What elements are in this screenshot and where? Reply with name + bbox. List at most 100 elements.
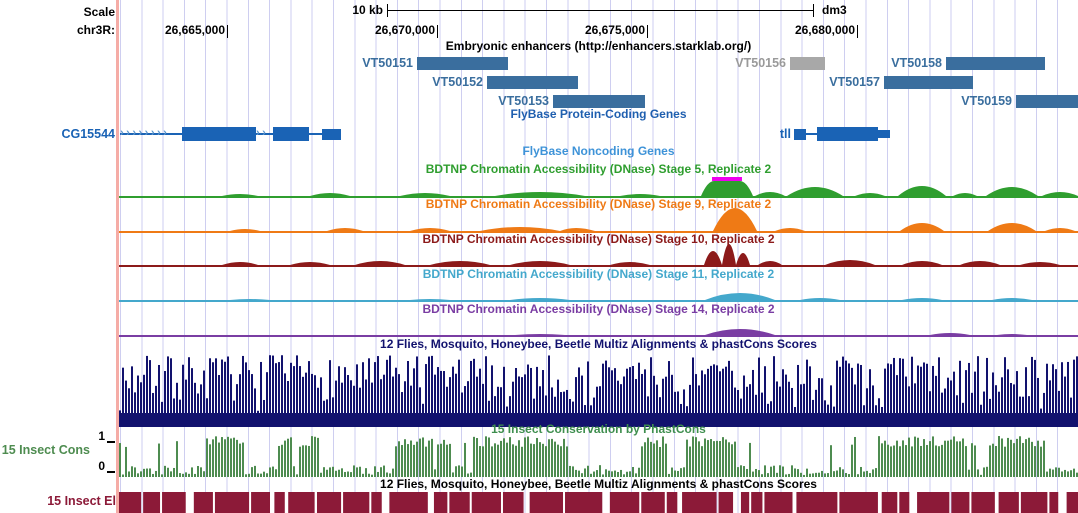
accessibility-signal-track[interactable] xyxy=(119,293,1078,302)
conserved-element-block[interactable] xyxy=(1020,492,1048,513)
gene-exon-block[interactable] xyxy=(273,127,309,141)
track-title-insect-conservation[interactable]: 15 Insect Conservation by PhastCons xyxy=(491,422,706,436)
gene-exon-block[interactable] xyxy=(182,127,256,141)
multiz-histogram-bar xyxy=(854,384,856,413)
conserved-element-block[interactable] xyxy=(162,492,186,513)
conserved-element-block[interactable] xyxy=(682,492,717,513)
track-title-accessibility-stage[interactable]: BDTNP Chromatin Accessibility (DNase) St… xyxy=(425,197,772,211)
conservation-histogram-bar xyxy=(1073,468,1075,477)
multiz-histogram-bar xyxy=(299,366,301,413)
track-title-multiz-alignments[interactable]: 12 Flies, Mosquito, Honeybee, Beetle Mul… xyxy=(380,337,817,351)
multiz-histogram-bar xyxy=(461,392,463,413)
conservation-histogram-bar xyxy=(461,466,463,477)
gene-exon-block[interactable] xyxy=(817,127,878,141)
conserved-element-block[interactable] xyxy=(998,492,1019,513)
conservation-histogram-bar xyxy=(143,468,145,477)
conserved-element-block[interactable] xyxy=(449,492,470,513)
conserved-element-block[interactable] xyxy=(193,492,213,513)
gene-intron-line[interactable] xyxy=(806,133,817,135)
enhancer-item-block[interactable] xyxy=(487,76,578,89)
conserved-element-block[interactable] xyxy=(751,492,763,513)
conserved-element-block[interactable] xyxy=(740,492,750,513)
conservation-histogram-bar xyxy=(614,470,616,477)
conserved-element-block[interactable] xyxy=(502,492,524,513)
multiz-histogram-bar xyxy=(326,399,328,413)
enhancer-item-block[interactable] xyxy=(553,95,645,108)
track-title-accessibility-stage[interactable]: BDTNP Chromatin Accessibility (DNase) St… xyxy=(422,267,775,281)
track-title-multiz-alignments-2[interactable]: 12 Flies, Mosquito, Honeybee, Beetle Mul… xyxy=(380,477,817,491)
conserved-element-block[interactable] xyxy=(718,492,734,513)
conserved-element-block[interactable] xyxy=(433,492,448,513)
conserved-element-block[interactable] xyxy=(839,492,878,513)
conserved-element-block[interactable] xyxy=(971,492,995,513)
conserved-element-block[interactable] xyxy=(471,492,501,513)
ruler-coordinate-tick xyxy=(647,25,648,38)
conserved-element-block[interactable] xyxy=(917,492,950,513)
enhancer-item-block[interactable] xyxy=(884,76,973,89)
insect-conservation-histogram[interactable] xyxy=(119,436,1078,477)
conserved-element-block[interactable] xyxy=(119,492,142,513)
conservation-histogram-bar xyxy=(959,441,961,477)
conserved-elements-row[interactable] xyxy=(119,492,1078,513)
insect-cons-track-label[interactable]: 15 Insect Cons xyxy=(1,443,90,457)
conserved-element-block[interactable] xyxy=(881,492,898,513)
conserved-element-block[interactable] xyxy=(343,492,370,513)
enhancer-item-block[interactable] xyxy=(946,57,1045,70)
gene-utr-block[interactable] xyxy=(878,130,890,138)
accessibility-signal-track[interactable] xyxy=(119,244,1078,267)
conserved-element-block[interactable] xyxy=(143,492,161,513)
conservation-histogram-bar xyxy=(695,437,697,477)
conserved-element-block[interactable] xyxy=(214,492,250,513)
conserved-element-block[interactable] xyxy=(796,492,838,513)
multiz-histogram-bar xyxy=(719,371,721,413)
conservation-histogram-bar xyxy=(179,473,181,477)
multiz-histogram-bar xyxy=(368,358,370,413)
conserved-element-block[interactable] xyxy=(288,492,315,513)
track-title-flybase-noncoding[interactable]: FlyBase Noncoding Genes xyxy=(522,144,675,158)
conservation-histogram-bar xyxy=(305,445,307,477)
accessibility-signal-track[interactable] xyxy=(119,208,1078,233)
track-title-accessibility-stage[interactable]: BDTNP Chromatin Accessibility (DNase) St… xyxy=(422,232,775,246)
gene-intron-line[interactable] xyxy=(256,133,273,135)
conserved-element-block[interactable] xyxy=(1066,492,1078,513)
track-title-accessibility-stage[interactable]: BDTNP Chromatin Accessibility (DNase) St… xyxy=(425,162,772,176)
gene-utr-block[interactable] xyxy=(794,129,806,140)
multiz-histogram-bar xyxy=(1025,367,1027,413)
gene-intron-line[interactable] xyxy=(309,133,322,135)
conserved-element-block[interactable] xyxy=(1049,492,1059,513)
track-title-flybase-protein-coding[interactable]: FlyBase Protein-Coding Genes xyxy=(510,107,687,121)
conserved-element-block[interactable] xyxy=(764,492,793,513)
multiz-histogram-bar xyxy=(452,366,454,413)
conserved-element-block[interactable] xyxy=(529,492,564,513)
conservation-histogram-bar xyxy=(956,441,958,477)
gene-intron-line[interactable] xyxy=(120,133,182,135)
conserved-element-block[interactable] xyxy=(274,492,285,513)
multiz-histogram-bar xyxy=(395,367,397,413)
enhancer-item-block[interactable] xyxy=(790,57,825,70)
track-title-accessibility-stage[interactable]: BDTNP Chromatin Accessibility (DNase) St… xyxy=(422,302,775,316)
gene-utr-block[interactable] xyxy=(322,129,341,140)
conserved-element-block[interactable] xyxy=(666,492,678,513)
conservation-histogram-bar xyxy=(431,438,433,477)
track-title-embryonic-enhancers[interactable]: Embryonic enhancers (http://enhancers.st… xyxy=(445,39,752,53)
conserved-element-block[interactable] xyxy=(609,492,640,513)
conservation-histogram-bar xyxy=(749,442,751,477)
enhancer-item-block[interactable] xyxy=(1016,95,1078,108)
conserved-element-block[interactable] xyxy=(641,492,665,513)
accessibility-signal-track[interactable] xyxy=(119,329,1078,337)
conserved-element-block[interactable] xyxy=(389,492,428,513)
conservation-histogram-bar xyxy=(365,468,367,477)
conserved-element-block[interactable] xyxy=(316,492,342,513)
conservation-histogram-bar xyxy=(503,438,505,477)
conservation-histogram-bar xyxy=(566,446,568,477)
conserved-element-block[interactable] xyxy=(371,492,382,513)
conservation-histogram-bar xyxy=(260,473,262,477)
accessibility-signal-track[interactable] xyxy=(119,181,1078,198)
enhancer-item-block[interactable] xyxy=(417,57,508,70)
multiz-alignment-histogram[interactable] xyxy=(119,355,1078,427)
conserved-element-block[interactable] xyxy=(251,492,271,513)
conserved-element-block[interactable] xyxy=(565,492,603,513)
insect-elements-track-label[interactable]: 15 Insect El xyxy=(47,494,116,508)
conserved-element-block[interactable] xyxy=(899,492,910,513)
conserved-element-block[interactable] xyxy=(951,492,970,513)
